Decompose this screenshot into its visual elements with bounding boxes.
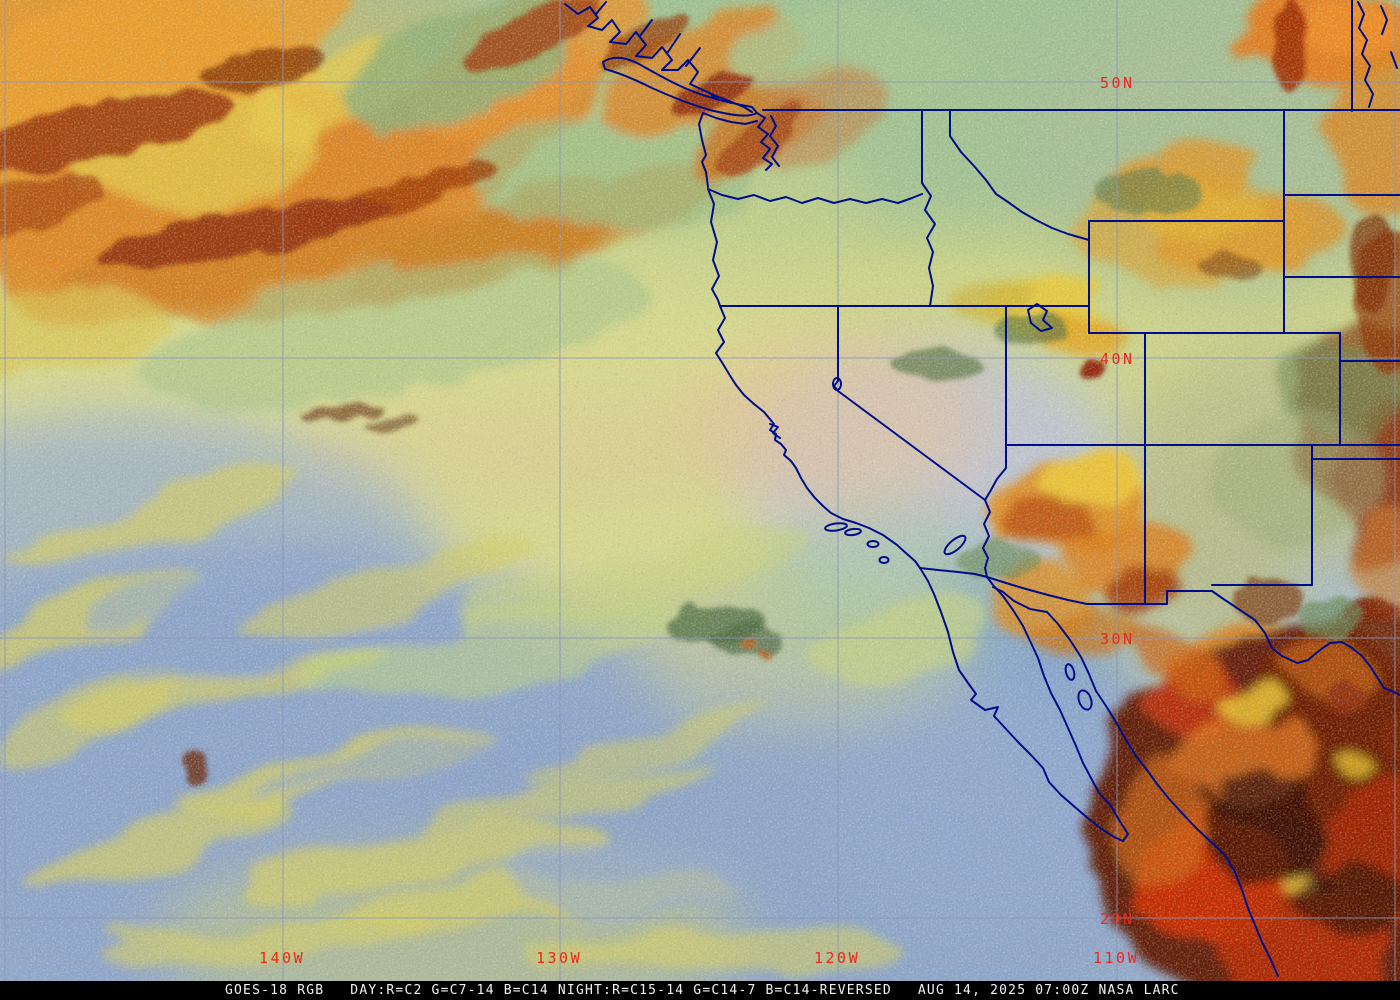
lat-label: 20N bbox=[1100, 910, 1135, 928]
border-us-mexico bbox=[919, 567, 1213, 605]
coastline-baja-east bbox=[986, 576, 1129, 842]
san-francisco-bay bbox=[769, 423, 781, 439]
manitoba-lakes bbox=[1357, 1, 1398, 108]
graticule-labels: 50N 40N 30N 20N 140W 130W 120W 110W bbox=[259, 74, 1139, 967]
coastline-bc-fjords bbox=[564, 3, 704, 91]
status-bar: GOES-18 RGB DAY:R=C2 G=C7-14 B=C14 NIGHT… bbox=[0, 981, 1400, 1000]
border-id-mt bbox=[949, 109, 1090, 241]
coastline-bc-inlets bbox=[595, 1, 701, 67]
lon-label: 110W bbox=[1093, 949, 1139, 967]
coastline-baja-west bbox=[919, 567, 1124, 842]
coastline-sonora-sinaloa bbox=[992, 586, 1279, 977]
channel-islands bbox=[824, 522, 890, 564]
border-az-nv bbox=[984, 444, 1007, 501]
gulf-islands-mexico bbox=[1064, 663, 1093, 711]
border-ca-nv bbox=[833, 305, 986, 501]
puget-sound bbox=[756, 112, 780, 171]
columbia-river-border bbox=[707, 188, 923, 204]
great-salt-lake bbox=[1027, 303, 1053, 332]
timestamp-label: AUG 14, 2025 07:00Z NASA LARC bbox=[917, 983, 1180, 998]
lon-label: 130W bbox=[536, 949, 582, 967]
coastline-mainland-strait bbox=[702, 89, 753, 113]
border-colorado-river bbox=[982, 499, 991, 578]
salton-sea bbox=[943, 534, 967, 556]
coastline-oregon-california bbox=[707, 188, 921, 569]
border-wa-id-snake bbox=[921, 109, 936, 307]
lat-label: 50N bbox=[1100, 74, 1135, 92]
border-rio-grande bbox=[1211, 590, 1400, 696]
lon-label: 120W bbox=[814, 949, 860, 967]
rgb-recipe-label: DAY:R=C2 G=C7-14 B=C14 NIGHT:R=C15-14 G=… bbox=[350, 983, 892, 998]
product-label: GOES-18 RGB bbox=[225, 983, 325, 998]
lon-label: 140W bbox=[259, 949, 305, 967]
map-borders bbox=[564, 0, 1400, 977]
coastline-washington bbox=[698, 112, 709, 188]
lat-label: 30N bbox=[1100, 630, 1135, 648]
lat-label: 40N bbox=[1100, 350, 1135, 368]
strait-juan-de-fuca bbox=[702, 112, 758, 125]
